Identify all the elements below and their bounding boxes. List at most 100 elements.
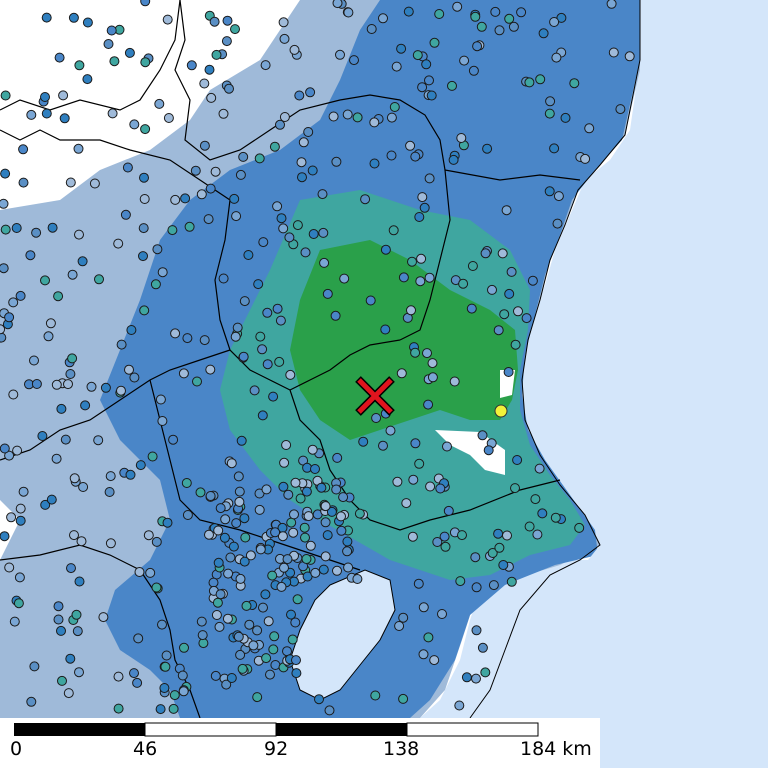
station-marker (291, 655, 301, 666)
station-marker (230, 331, 241, 342)
station-marker (129, 372, 140, 383)
station-marker (140, 124, 151, 135)
station-marker (54, 52, 65, 63)
station-marker (524, 77, 535, 88)
station-marker (179, 642, 189, 653)
station-marker (369, 117, 380, 128)
station-marker (275, 315, 286, 326)
station-marker (238, 151, 249, 162)
station-marker (432, 537, 443, 547)
station-marker (298, 137, 309, 148)
station-marker (398, 693, 409, 704)
station-marker (584, 123, 595, 134)
station-marker (154, 98, 165, 109)
station-marker (569, 78, 580, 89)
station-marker (0, 324, 6, 335)
station-marker (199, 335, 210, 346)
station-marker (15, 290, 26, 301)
station-marker (305, 87, 316, 98)
station-marker (199, 78, 210, 89)
station-marker (140, 57, 151, 68)
station-marker (213, 525, 224, 536)
station-marker (72, 626, 83, 637)
station-marker (292, 220, 303, 231)
station-marker (222, 613, 233, 624)
station-marker (425, 481, 436, 492)
station-marker (342, 109, 353, 120)
station-marker (59, 113, 70, 124)
station-marker (427, 372, 438, 383)
station-marker (63, 379, 73, 390)
station-marker (248, 640, 259, 651)
station-marker (37, 431, 48, 441)
station-marker (480, 248, 491, 259)
station-marker (138, 223, 149, 234)
station-marker (0, 263, 9, 274)
station-marker (352, 574, 363, 584)
station-marker (398, 612, 409, 623)
station-marker (413, 578, 424, 589)
station-marker (408, 474, 419, 485)
station-marker (326, 506, 337, 517)
station-marker (67, 353, 78, 364)
station-marker (41, 108, 52, 119)
station-marker (57, 675, 67, 686)
station-marker (157, 416, 168, 426)
station-marker (512, 455, 523, 465)
station-marker (385, 425, 396, 436)
station-marker (212, 597, 223, 608)
station-marker (113, 703, 124, 714)
station-marker (265, 669, 275, 680)
station-marker (132, 677, 143, 688)
station-marker (296, 157, 307, 168)
station-marker (213, 557, 224, 568)
station-marker (276, 581, 287, 592)
station-marker (98, 612, 109, 623)
station-marker (332, 0, 343, 9)
station-marker (330, 310, 341, 321)
station-marker (196, 616, 207, 627)
station-marker (260, 60, 271, 71)
station-marker (407, 256, 417, 267)
station-marker (186, 60, 197, 71)
station-marker (254, 504, 265, 515)
station-marker (152, 244, 163, 255)
station-marker (45, 318, 56, 329)
station-marker (0, 198, 9, 209)
station-marker (168, 434, 179, 445)
station-marker (552, 218, 563, 229)
station-marker (89, 178, 100, 189)
station-marker (170, 328, 181, 339)
station-marker (440, 541, 451, 552)
station-marker (417, 192, 428, 203)
station-marker (0, 443, 10, 454)
station-marker (454, 700, 465, 711)
station-marker (487, 284, 497, 295)
sea-east (470, 545, 768, 768)
station-marker (516, 7, 527, 18)
station-marker (544, 108, 555, 119)
station-marker (342, 546, 353, 557)
station-marker (276, 213, 287, 224)
station-marker (458, 278, 469, 289)
station-marker (267, 570, 278, 581)
station-marker (513, 306, 523, 317)
station-marker (229, 193, 240, 204)
station-marker (178, 368, 189, 379)
station-marker (279, 112, 290, 122)
station-marker (455, 576, 466, 587)
station-marker (501, 205, 512, 216)
station-marker (299, 522, 310, 533)
station-marker (335, 49, 345, 60)
station-marker (468, 65, 479, 76)
station-marker (332, 565, 342, 576)
station-marker (358, 436, 369, 447)
station-marker (8, 389, 19, 400)
station-marker (41, 12, 52, 23)
station-marker (550, 512, 561, 523)
station-marker (257, 344, 268, 355)
intensity-zone-3 (290, 240, 518, 440)
station-marker (403, 6, 414, 17)
station-marker (74, 229, 84, 240)
